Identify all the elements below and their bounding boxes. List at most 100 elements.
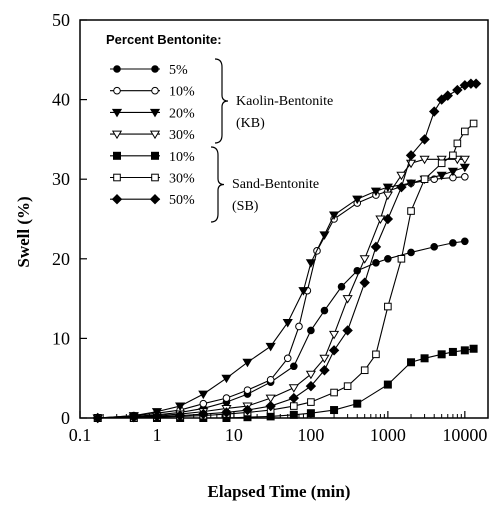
data-point (265, 400, 276, 412)
x-tick-label: 10 (225, 425, 243, 445)
data-point (360, 366, 369, 375)
data-point (319, 365, 330, 376)
data-point (265, 342, 276, 352)
data-point (436, 94, 447, 105)
legend-label: 10% (169, 85, 195, 100)
y-tick-label: 10 (52, 328, 70, 348)
legend-marker (151, 151, 159, 160)
x-tick-label: 1 (152, 425, 161, 445)
legend-group-sb-line2: (SB) (232, 199, 259, 214)
legend-marker (111, 130, 123, 140)
data-point (447, 167, 458, 177)
data-point (428, 106, 440, 117)
data-point (221, 374, 232, 384)
data-point (242, 358, 253, 368)
legend-marker (113, 173, 121, 182)
data-point (342, 295, 353, 304)
series-3 (92, 155, 470, 423)
series-5 (93, 119, 478, 422)
data-point (328, 330, 340, 340)
data-point (470, 78, 482, 89)
data-point (396, 181, 407, 193)
data-point (407, 248, 415, 257)
data-point (330, 406, 339, 415)
data-point (320, 306, 329, 315)
y-axis: 0 10 20 30 40 50 (52, 10, 87, 428)
data-point (265, 394, 276, 404)
series-1 (93, 173, 469, 422)
data-point (199, 399, 208, 408)
data-point (288, 392, 300, 404)
series-line (97, 166, 466, 419)
data-point (282, 318, 293, 328)
legend-marker (113, 86, 121, 95)
data-point (288, 384, 299, 393)
data-point (342, 325, 353, 336)
data-point (375, 215, 386, 224)
legend-marker (151, 173, 159, 182)
data-point (405, 150, 417, 161)
x-tick-label: 1000 (370, 425, 406, 445)
data-point (461, 173, 469, 181)
data-point (382, 213, 394, 225)
data-point (384, 302, 392, 311)
data-point (382, 183, 393, 193)
x-tick-label: 100 (297, 425, 324, 445)
data-point (175, 402, 186, 412)
data-point (469, 119, 478, 128)
data-point (290, 402, 298, 410)
legend-label: 50% (169, 193, 195, 208)
data-point (295, 322, 303, 331)
data-point (459, 155, 470, 165)
legend: Percent Bentonite: 5%10%20%30%10%30%50% … (106, 32, 333, 223)
data-point (359, 255, 370, 264)
data-point (330, 388, 338, 397)
data-point (461, 237, 469, 246)
data-point (305, 370, 316, 380)
legend-braces (210, 58, 229, 223)
data-point (419, 134, 430, 145)
data-point (298, 287, 309, 296)
data-point (222, 394, 231, 402)
data-point (442, 90, 453, 101)
y-axis-title: Swell (%) (14, 196, 33, 267)
plot-frame (79, 19, 489, 419)
series-line (97, 158, 465, 419)
data-point (372, 258, 380, 267)
legend-marker (111, 108, 123, 118)
data-point (437, 350, 446, 359)
data-point (419, 155, 430, 165)
y-tick-label: 30 (52, 169, 70, 189)
legend-label: 20% (169, 106, 195, 121)
data-point (396, 171, 407, 181)
data-point (449, 239, 457, 247)
y-tick-label: 50 (52, 10, 70, 30)
data-point (383, 380, 392, 389)
data-point (407, 358, 416, 367)
legend-marker (113, 65, 121, 73)
series-line (97, 123, 474, 419)
y-tick-label: 40 (52, 90, 70, 110)
data-point (407, 207, 415, 215)
data-point (449, 151, 457, 160)
data-point (307, 326, 315, 335)
data-point (343, 382, 352, 390)
legend-marker (151, 65, 159, 73)
data-point (382, 191, 393, 201)
data-point (353, 399, 362, 408)
legend-label: 10% (169, 150, 195, 165)
series-2 (92, 163, 470, 423)
data-point (359, 277, 370, 288)
data-point (397, 255, 406, 263)
legend-marker (113, 151, 121, 160)
data-point (290, 362, 298, 371)
data-point (307, 398, 315, 406)
data-point (319, 231, 330, 240)
x-tick-label: 0.1 (69, 425, 92, 445)
data-point (305, 259, 316, 268)
data-point (352, 195, 363, 205)
legend-marker (111, 193, 123, 205)
legend-group-kb-line2: (KB) (236, 116, 265, 131)
legend-rows: 5% 10% 20% 30% 10% 30% 50% (110, 63, 195, 208)
legend-label: 5% (169, 63, 188, 78)
